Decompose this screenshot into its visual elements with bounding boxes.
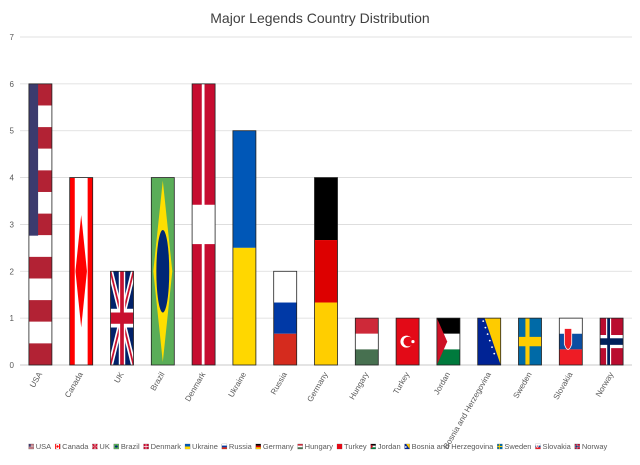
bar-outline	[436, 317, 461, 366]
bar-ukraine	[232, 130, 256, 365]
legend-label: UK	[99, 442, 109, 451]
bar-outline	[150, 177, 175, 366]
legend-item-bosnia-and-herzegovina: Bosnia and Herzegovina	[404, 442, 495, 451]
legend-item-canada: Canada	[54, 442, 89, 451]
bar-germany	[314, 177, 338, 365]
legend-item-uk: UK	[92, 442, 110, 451]
y-tick-label: 6	[10, 80, 15, 89]
legend-label: Sweden	[504, 442, 531, 451]
legend-item-jordan: Jordan	[370, 442, 401, 451]
x-axis-ticks: USA Canada UK Brazil Denmark Ukraine Russia Ger…	[28, 370, 615, 451]
bar-russia	[273, 271, 297, 365]
bar-turkey	[396, 318, 420, 365]
chart-title: Major Legends Country Distribution	[210, 10, 430, 26]
bar-denmark	[192, 83, 216, 365]
y-tick-label: 2	[10, 267, 15, 276]
x-tick-label: USA	[28, 370, 44, 389]
bar-outline	[599, 317, 624, 366]
legend-label: Canada	[62, 442, 89, 451]
x-tick-label: Germany	[305, 371, 329, 404]
bar-outline	[395, 317, 420, 366]
bar-outline	[354, 317, 379, 366]
x-tick-label: Canada	[63, 370, 85, 399]
legend-item-usa: USA	[28, 442, 51, 451]
bars	[28, 83, 624, 366]
legend-item-russia: Russia	[221, 442, 253, 451]
x-tick-label: Brazil	[149, 370, 167, 392]
bar-outline	[28, 83, 53, 366]
bar-outline	[273, 270, 298, 366]
legend-item-denmark: Denmark	[143, 442, 182, 451]
legend-label: Brazil	[121, 442, 140, 451]
legend: USA Canada UK Brazil Denmark Ukraine Russia Ger…	[28, 442, 608, 451]
bar-slovakia	[559, 318, 583, 365]
x-tick-label: Sweden	[511, 371, 533, 401]
bar-outline	[558, 317, 583, 366]
bar-bosnia-and-herzegovina	[477, 318, 501, 365]
bar-uk	[110, 271, 134, 365]
legend-label: Slovakia	[542, 442, 571, 451]
x-tick-label: Bosnia and Herzegovina	[442, 370, 494, 450]
legend-label: Germany	[263, 442, 294, 451]
legend-label: Russia	[229, 442, 253, 451]
x-tick-label: Norway	[594, 371, 615, 399]
bar-hungary	[355, 318, 379, 365]
legend-item-slovakia: Slovakia	[535, 442, 572, 451]
legend-label: Bosnia and Herzegovina	[412, 442, 495, 451]
legend-item-hungary: Hungary	[297, 442, 334, 451]
x-tick-label: Ukraine	[227, 370, 249, 399]
y-tick-label: 4	[10, 174, 15, 183]
bar-brazil	[151, 177, 175, 365]
legend-item-ukraine: Ukraine	[184, 442, 218, 451]
x-tick-label: Hungary	[348, 371, 371, 402]
legend-label: Norway	[582, 442, 608, 451]
legend-label: USA	[36, 442, 51, 451]
bar-outline	[518, 317, 542, 366]
x-tick-label: Jordan	[432, 371, 452, 397]
x-tick-label: UK	[112, 370, 126, 385]
x-tick-label: Russia	[269, 370, 289, 396]
x-tick-label: Denmark	[183, 370, 208, 403]
x-tick-label: Turkey	[391, 371, 411, 396]
bar-jordan	[436, 318, 460, 365]
y-axis-ticks: 0 1 2 3 4 5 6 7	[10, 33, 15, 370]
bar-outline	[191, 83, 216, 366]
bar-norway	[600, 318, 624, 365]
bar-usa	[28, 83, 52, 365]
legend-item-turkey: Turkey	[336, 442, 367, 451]
legend-label: Jordan	[378, 442, 401, 451]
legend-label: Ukraine	[192, 442, 218, 451]
bar-outline	[477, 317, 502, 366]
bar-outline	[314, 177, 338, 366]
y-tick-label: 0	[10, 361, 15, 370]
y-tick-label: 1	[10, 314, 15, 323]
bar-outline	[69, 177, 94, 366]
bar-canada	[69, 177, 93, 365]
legend-item-germany: Germany	[255, 442, 294, 451]
legend-item-norway: Norway	[574, 442, 608, 451]
y-tick-label: 3	[10, 220, 15, 229]
bar-sweden	[518, 318, 542, 365]
bar-outline	[232, 130, 257, 366]
legend-label: Denmark	[151, 442, 182, 451]
y-tick-label: 7	[10, 33, 15, 42]
x-tick-label: Slovakia	[552, 370, 575, 401]
legend-label: Turkey	[344, 442, 367, 451]
legend-label: Hungary	[305, 442, 334, 451]
legend-item-sweden: Sweden	[497, 442, 531, 451]
legend-item-brazil: Brazil	[113, 442, 140, 451]
y-tick-label: 5	[10, 127, 15, 136]
bar-outline	[110, 270, 134, 366]
